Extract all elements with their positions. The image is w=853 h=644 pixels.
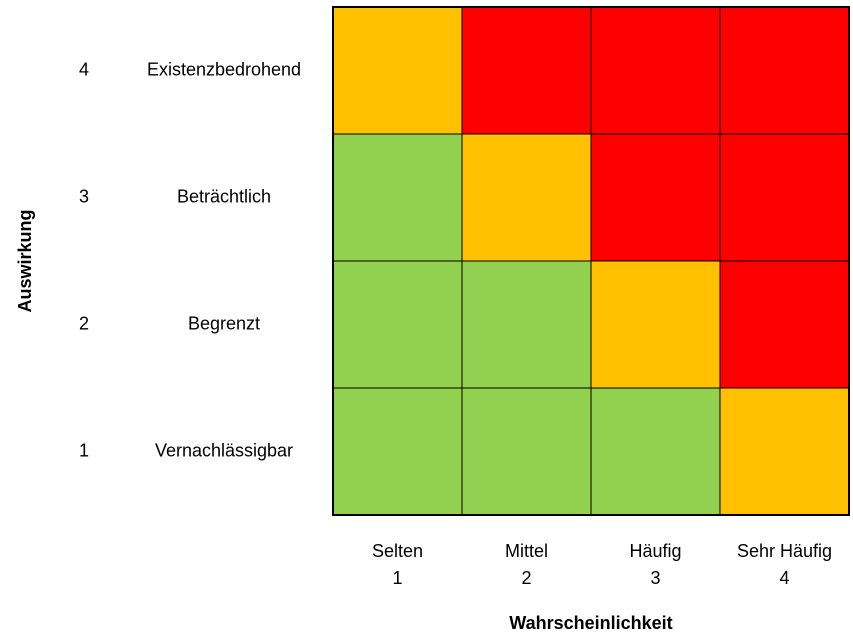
matrix-cell-3-1 xyxy=(590,387,721,516)
y-tick-value: 1 xyxy=(79,440,89,460)
matrix-cell-3-2 xyxy=(590,260,721,389)
matrix-cell-1-2 xyxy=(332,260,463,389)
x-axis-labels: Selten 1 Mittel 2 Häufig 3 Sehr Häufig 4 xyxy=(372,541,832,588)
matrix-cell-2-1 xyxy=(461,387,592,516)
matrix-cell-2-2 xyxy=(461,260,592,389)
y-axis-title: Auswirkung xyxy=(15,209,35,312)
x-tick-value: 4 xyxy=(779,568,789,588)
x-tick-label: Sehr Häufig xyxy=(737,541,832,561)
matrix-cell-3-3 xyxy=(590,133,721,262)
matrix-cell-4-4 xyxy=(719,6,850,135)
matrix-cell-1-1 xyxy=(332,387,463,516)
y-tick-value: 4 xyxy=(79,59,89,79)
y-tick-value: 3 xyxy=(79,186,89,206)
matrix-border xyxy=(332,6,850,516)
x-tick-value: 1 xyxy=(392,568,402,588)
y-tick-label: Vernachlässigbar xyxy=(155,440,293,460)
matrix-cell-4-2 xyxy=(719,260,850,389)
x-tick-value: 3 xyxy=(650,568,660,588)
y-tick-label: Existenzbedrohend xyxy=(147,59,301,79)
x-tick-label: Mittel xyxy=(505,541,548,561)
y-axis-labels: 1 Vernachlässigbar 2 Begrenzt 3 Beträchtlich 4… xyxy=(79,59,301,460)
matrix-cells xyxy=(332,6,850,516)
y-tick-label: Begrenzt xyxy=(188,313,260,333)
matrix-cell-1-3 xyxy=(332,133,463,262)
y-tick-label: Beträchtlich xyxy=(177,186,271,206)
matrix-cell-4-3 xyxy=(719,133,850,262)
matrix-cell-1-4 xyxy=(332,6,463,135)
x-axis-title: Wahrscheinlichkeit xyxy=(509,613,672,633)
x-tick-value: 2 xyxy=(521,568,531,588)
x-tick-label: Häufig xyxy=(629,541,681,561)
matrix-cell-2-3 xyxy=(461,133,592,262)
x-tick-label: Selten xyxy=(372,541,423,561)
matrix-cell-3-4 xyxy=(590,6,721,135)
matrix-cell-4-1 xyxy=(719,387,850,516)
matrix-cell-2-4 xyxy=(461,6,592,135)
y-tick-value: 2 xyxy=(79,313,89,333)
